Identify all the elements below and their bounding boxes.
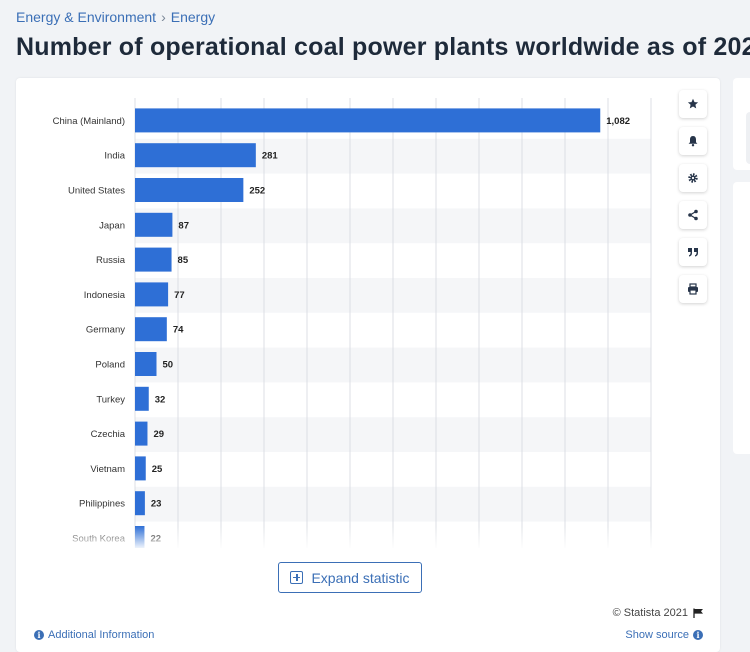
value-label: 74 [173, 325, 184, 336]
statista-credit: © Statista 2021 [613, 607, 704, 619]
additional-information-link[interactable]: i Additional Information [34, 629, 154, 641]
bar-chart: China (Mainland) 1,082 India 281 United Stat… [53, 98, 652, 548]
breadcrumb: Energy & Environment › Energy [16, 9, 215, 25]
statistic-card: China (Mainland) 1,082 India 281 United Stat… [16, 78, 720, 652]
category-label: Czechia [91, 429, 126, 440]
value-label: 50 [163, 360, 174, 371]
chart-toolbar [679, 90, 707, 312]
share-icon [688, 209, 698, 221]
credit-text: © Statista 2021 [612, 607, 688, 619]
value-label: 85 [178, 255, 189, 266]
show-source-link[interactable]: Show source i [625, 629, 703, 641]
gear-icon [688, 173, 698, 183]
side-panel-control[interactable] [746, 112, 750, 164]
value-label: 77 [174, 290, 185, 301]
bar[interactable] [135, 456, 146, 481]
category-label: Russia [96, 255, 126, 266]
side-panel-bottom [733, 182, 750, 454]
page-title: Number of operational coal power plants … [16, 33, 750, 61]
value-label: 25 [152, 464, 163, 475]
category-label: Vietnam [90, 464, 125, 475]
star-icon [687, 98, 699, 109]
bar[interactable] [135, 212, 173, 237]
bar[interactable] [135, 352, 157, 376]
info-icon: i [693, 630, 703, 640]
bar[interactable] [135, 386, 149, 411]
bar[interactable] [135, 247, 172, 272]
info-icon: i [34, 630, 44, 640]
category-label: Philippines [79, 499, 125, 510]
bar[interactable] [135, 317, 167, 342]
favorite-button[interactable] [679, 90, 707, 118]
bar[interactable] [135, 491, 145, 516]
value-label: 23 [151, 499, 162, 510]
value-label: 281 [262, 151, 279, 162]
show-source-label: Show source [625, 629, 689, 641]
chart-area: China (Mainland) 1,082 India 281 United Stat… [16, 78, 676, 548]
print-icon [688, 283, 698, 295]
value-label: 252 [249, 186, 265, 197]
expand-statistic-label: Expand statistic [311, 569, 410, 586]
cite-button[interactable] [679, 238, 707, 266]
breadcrumb-link-energy[interactable]: Energy [170, 9, 216, 25]
flag-icon [693, 608, 703, 618]
additional-information-label: Additional Information [48, 629, 155, 641]
value-label: 29 [153, 429, 164, 440]
bar[interactable] [135, 421, 148, 446]
category-label: China (Mainland) [53, 116, 125, 127]
print-button[interactable] [679, 275, 707, 303]
value-label: 32 [155, 394, 166, 405]
category-label: Indonesia [84, 290, 126, 301]
quote-icon [688, 248, 698, 257]
settings-button[interactable] [679, 164, 707, 192]
category-label: Poland [95, 360, 125, 371]
bar[interactable] [135, 143, 256, 168]
category-label: Japan [99, 220, 125, 231]
expand-statistic-button[interactable]: Expand statistic [278, 562, 422, 593]
bar[interactable] [135, 178, 244, 202]
share-button[interactable] [679, 201, 707, 229]
category-label: United States [68, 186, 125, 197]
side-panel-top [733, 78, 750, 170]
value-label: 1,082 [606, 116, 630, 127]
category-label: Germany [86, 325, 125, 336]
breadcrumb-link-energy-environment[interactable]: Energy & Environment [16, 9, 157, 25]
bar[interactable] [135, 108, 601, 133]
category-label: India [104, 151, 125, 162]
plus-square-icon [290, 571, 304, 584]
bell-icon [688, 136, 698, 147]
chart-fade-overlay [16, 526, 676, 548]
bar[interactable] [135, 282, 169, 307]
breadcrumb-separator: › [161, 9, 166, 25]
notification-button[interactable] [679, 127, 707, 155]
category-label: Turkey [96, 394, 125, 405]
value-label: 87 [178, 220, 189, 231]
